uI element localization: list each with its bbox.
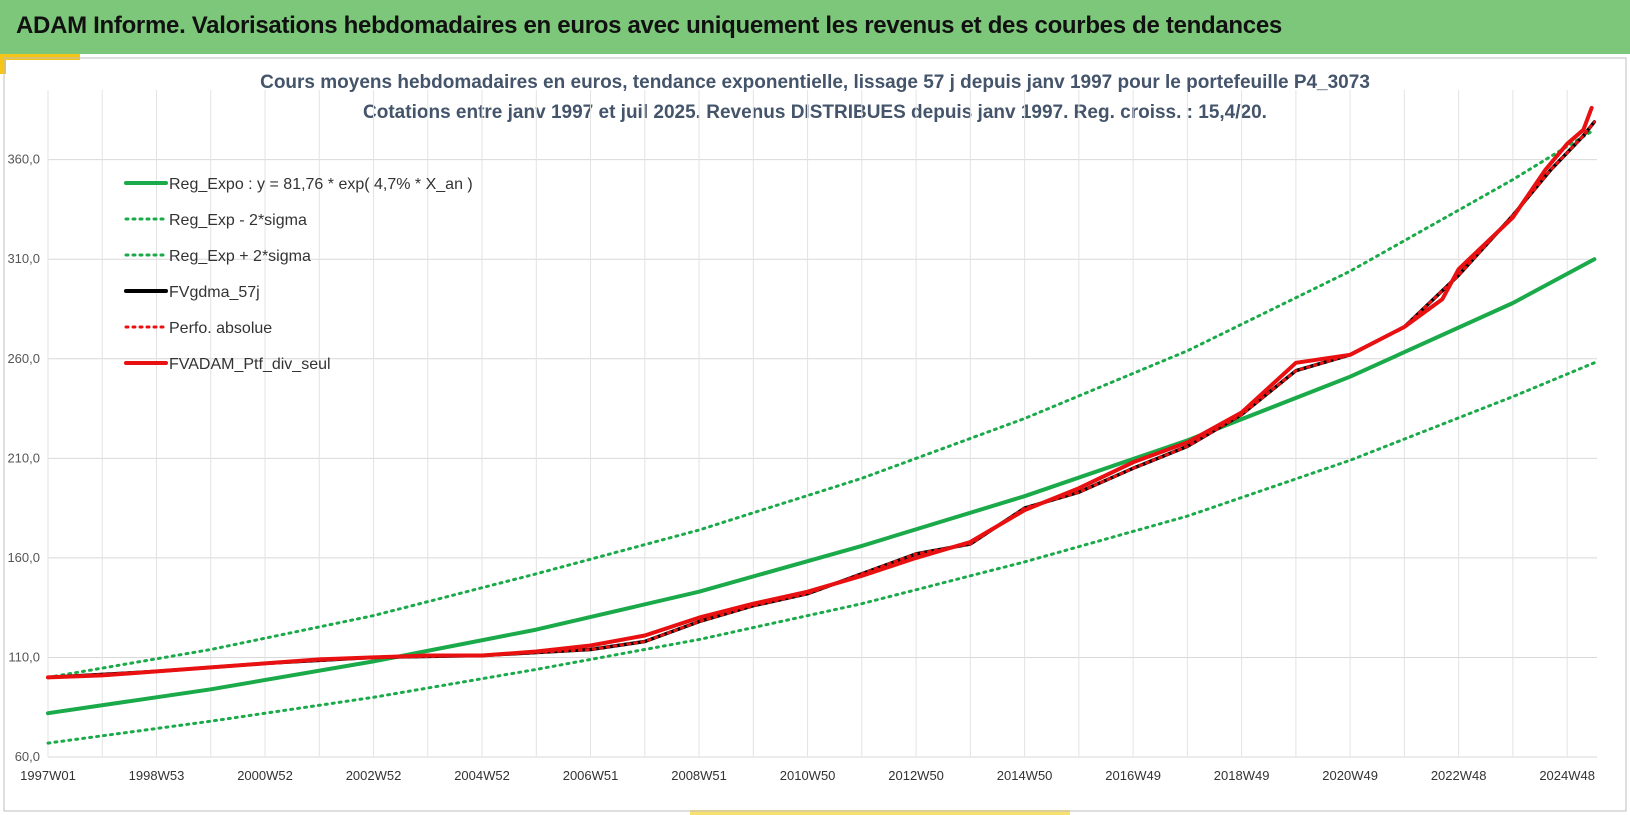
y-tick-label: 60,0 bbox=[15, 749, 40, 764]
x-tick-label: 2018W49 bbox=[1214, 768, 1270, 783]
y-tick-label: 160,0 bbox=[7, 550, 40, 565]
chart-title: Cours moyens hebdomadaires en euros, ten… bbox=[260, 72, 1370, 93]
legend-label: Perfo. absolue bbox=[169, 320, 272, 337]
accent-stripe-bottom bbox=[690, 810, 1070, 815]
chart-border bbox=[3, 57, 1627, 812]
x-tick-label: 2022W48 bbox=[1431, 768, 1487, 783]
y-tick-label: 260,0 bbox=[7, 351, 40, 366]
legend-label: Reg_Exp - 2*sigma bbox=[169, 212, 307, 229]
series-line bbox=[46, 128, 1596, 679]
legend-label: FVgdma_57j bbox=[169, 284, 260, 301]
y-tick-label: 210,0 bbox=[7, 450, 40, 465]
x-tick-label: 2012W50 bbox=[888, 768, 944, 783]
accent-stripe-top bbox=[0, 54, 80, 60]
y-tick-label: 310,0 bbox=[7, 251, 40, 266]
x-tick-label: 1997W01 bbox=[20, 768, 76, 783]
y-tick-label: 360,0 bbox=[7, 152, 40, 167]
series-line bbox=[46, 120, 1597, 680]
x-tick-label: 2008W51 bbox=[671, 768, 727, 783]
series-line bbox=[46, 257, 1597, 716]
x-tick-label: 2010W50 bbox=[780, 768, 836, 783]
x-tick-label: 1998W53 bbox=[129, 768, 185, 783]
y-tick-label: 110,0 bbox=[8, 649, 40, 664]
x-tick-label: 2000W52 bbox=[237, 768, 293, 783]
legend-label: FVADAM_Ptf_div_seul bbox=[169, 356, 331, 373]
legend-label: Reg_Exp + 2*sigma bbox=[169, 248, 311, 265]
series-line bbox=[46, 120, 1596, 679]
accent-stripe-left bbox=[0, 54, 6, 74]
x-tick-label: 2024W48 bbox=[1539, 768, 1595, 783]
x-tick-label: 2020W49 bbox=[1322, 768, 1378, 783]
x-tick-label: 2004W52 bbox=[454, 768, 510, 783]
series-line bbox=[46, 105, 1594, 680]
x-tick-label: 2014W50 bbox=[997, 768, 1053, 783]
legend-label: Reg_Expo : y = 81,76 * exp( 4,7% * X_an … bbox=[169, 176, 473, 193]
x-tick-label: 2002W52 bbox=[346, 768, 402, 783]
page-title: ADAM Informe. Valorisations hebdomadaire… bbox=[16, 12, 1282, 39]
series-line bbox=[46, 361, 1596, 745]
header-bar bbox=[0, 0, 1630, 54]
x-tick-label: 2006W51 bbox=[563, 768, 619, 783]
chart-subtitle: Cotations entre janv 1997 et juil 2025. … bbox=[363, 102, 1267, 123]
x-tick-label: 2016W49 bbox=[1105, 768, 1161, 783]
